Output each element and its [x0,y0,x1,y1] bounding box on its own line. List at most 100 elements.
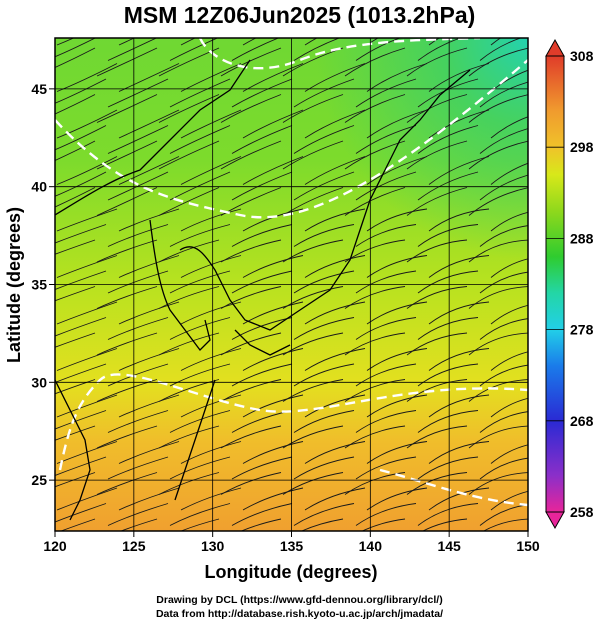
streamline [231,270,293,294]
coastline [55,379,91,521]
streamline [118,255,180,278]
streamline [169,78,231,108]
streamline [118,487,180,511]
y-tick-label: 35 [31,277,47,293]
streamline [406,140,468,170]
streamline [304,109,366,139]
streamline [118,441,180,464]
streamline [490,304,528,325]
streamline [344,94,406,123]
streamline [355,270,417,294]
streamline [479,38,522,61]
streamline [96,425,158,449]
streamline [355,456,417,480]
streamline [428,348,490,371]
streamline [479,504,528,526]
streamline [355,410,417,433]
streamline [55,224,107,244]
streamline [220,239,282,263]
streamline [428,487,490,511]
streamline [180,301,242,325]
streamline [282,286,344,309]
credit-drawing: Drawing by DCL (https://www.gfd-dennou.o… [156,594,443,606]
streamline [56,156,118,185]
streamline [107,410,169,433]
streamline [231,38,280,61]
streamline [366,487,428,511]
temperature-contours [55,38,528,507]
contour-line [55,59,528,219]
streamline [468,332,528,356]
streamline [304,156,366,185]
streamline [422,518,468,531]
streamline [468,286,528,309]
streamline [366,38,379,46]
x-tick-label: 135 [280,538,304,554]
streamline [220,472,282,495]
streamline [55,140,96,161]
streamline [55,125,107,151]
streamline [293,78,355,108]
streamline [293,456,355,480]
contour-line [58,373,528,471]
streamline [490,490,528,511]
streamline [304,394,366,418]
streamline [406,239,468,263]
streamline [242,348,304,371]
colorbar-max-arrow [545,38,565,57]
streamline [293,224,355,247]
streamline [220,332,282,356]
streamline [344,286,406,309]
colorbar-tick-label: 298 [570,139,594,155]
streamline [344,47,406,77]
streamline [406,332,468,356]
streamline [180,208,242,232]
streamline [169,363,231,387]
streamline [96,94,158,123]
streamline [55,239,96,255]
streamline [107,224,169,247]
streamline [468,425,528,449]
y-tick-label: 25 [31,472,47,488]
streamline [107,125,169,154]
streamline [304,208,366,232]
streamline [490,258,528,278]
streamline [118,156,180,185]
streamline [55,187,96,208]
streamline [169,503,231,526]
streamline [107,503,169,526]
streamline [406,187,468,216]
streamline [242,38,257,46]
streamline [490,116,528,139]
streamline [96,140,158,170]
streamline [304,255,366,278]
streamline [479,411,528,433]
streamline [293,171,355,201]
streamline [406,379,468,402]
streamlines [55,38,528,531]
streamline [55,456,107,476]
streamline [220,425,282,449]
streamline [406,47,468,77]
streamline [490,397,528,418]
x-axis-ticks: 120 125 130 135 140 145 150 [43,531,540,554]
streamline [56,255,118,278]
streamline [366,441,428,464]
streamline [220,140,282,170]
streamline [107,270,169,294]
streamline [428,156,490,185]
streamline [240,518,282,531]
streamline [355,38,401,61]
streamline [282,332,344,356]
streamline [107,171,169,201]
streamline [428,301,490,325]
streamline [56,394,118,418]
streamline [220,379,282,402]
streamline [107,38,158,61]
streamline [169,317,231,340]
streamline [428,63,490,92]
streamline [242,109,304,139]
streamline [406,472,468,495]
streamline [417,125,479,154]
streamline [55,78,107,104]
